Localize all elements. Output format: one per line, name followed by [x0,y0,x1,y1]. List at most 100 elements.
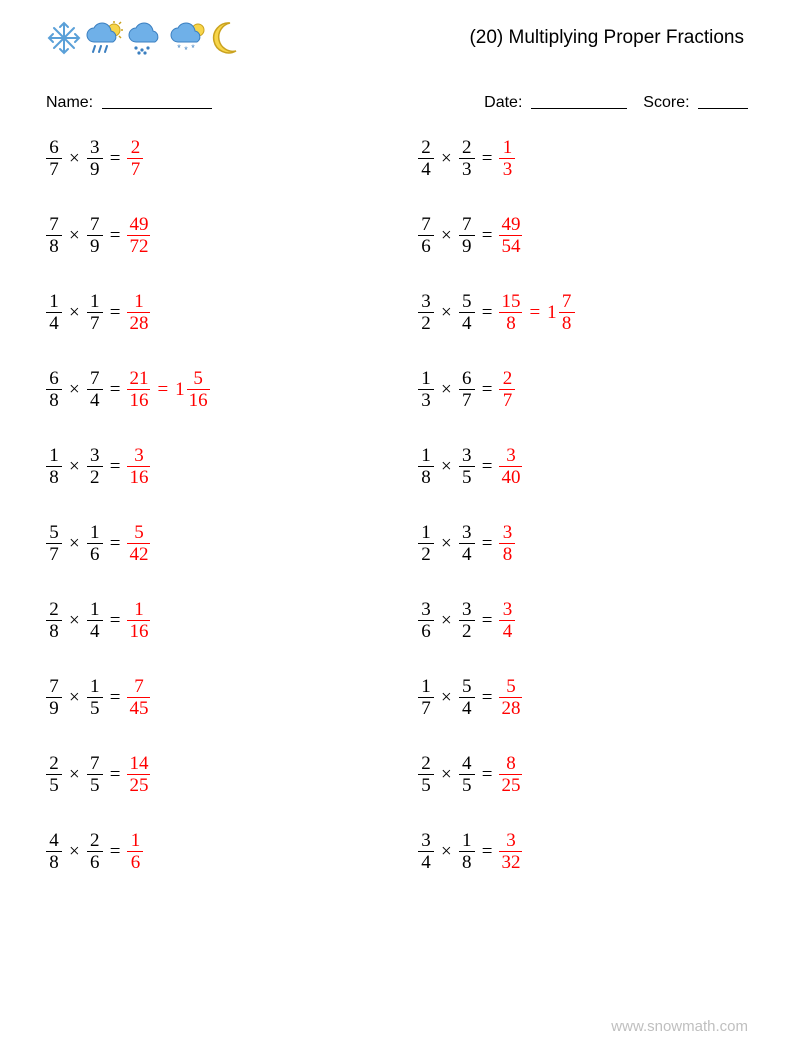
denominator: 4 [499,621,515,642]
numerator: 49 [499,214,522,235]
fraction: 3 2 [87,445,103,488]
equals-op: = [475,457,500,476]
equals-op: = [103,842,128,861]
denominator: 4 [418,852,434,873]
numerator: 5 [190,368,206,389]
numerator: 1 [418,676,434,697]
equals-op: = [150,380,175,399]
fraction: 3 16 [127,445,150,488]
denominator: 2 [87,467,103,488]
answer: 49 72 [127,214,150,257]
fraction: 3 5 [459,445,475,488]
numerator: 3 [499,599,515,620]
equation-row: 6 7 × 3 9 = 2 7 [46,134,418,182]
denominator: 8 [46,236,62,257]
denominator: 9 [87,236,103,257]
numerator: 4 [459,753,475,774]
date-blank[interactable] [531,92,627,109]
denominator: 25 [127,775,150,796]
mixed-number: 1 7 8 [547,291,575,334]
fraction: 3 4 [499,599,515,642]
numerator: 3 [131,445,147,466]
fraction: 7 8 [46,214,62,257]
denominator: 6 [87,852,103,873]
numerator: 1 [46,445,62,466]
answer: 15 8 [499,291,522,334]
name-blank[interactable] [102,92,212,109]
times-op: × [62,611,87,630]
answer: 2 7 [499,368,515,411]
cloud-snow-sun-icon: *** [168,20,208,56]
numerator: 7 [459,214,475,235]
denominator: 16 [127,390,150,411]
equals-op: = [103,688,128,707]
denominator: 7 [499,390,515,411]
denominator: 4 [459,313,475,334]
numerator: 6 [46,137,62,158]
denominator: 8 [499,544,515,565]
fraction: 7 4 [87,368,103,411]
numerator: 7 [87,753,103,774]
equation-row: 3 6 × 3 2 = 3 4 [418,596,748,644]
denominator: 9 [46,698,62,719]
fraction: 3 2 [418,291,434,334]
denominator: 8 [418,467,434,488]
numerator: 6 [459,368,475,389]
answer: 14 25 [127,753,150,796]
equals-op: = [103,765,128,784]
score-blank[interactable] [698,92,748,109]
name-field: Name: [46,90,212,112]
denominator: 7 [127,159,143,180]
times-op: × [62,149,87,168]
denominator: 8 [46,621,62,642]
numerator: 1 [418,368,434,389]
numerator: 8 [503,753,519,774]
equation-row: 5 7 × 1 6 = 5 42 [46,519,418,567]
fraction: 3 4 [459,522,475,565]
denominator: 5 [46,775,62,796]
numerator: 7 [87,214,103,235]
denominator: 7 [46,159,62,180]
denominator: 8 [503,313,519,334]
denominator: 25 [499,775,522,796]
fraction: 2 3 [459,137,475,180]
equation-row: 2 5 × 4 5 = 8 25 [418,750,748,798]
equation-row: 1 8 × 3 2 = 3 16 [46,442,418,490]
fraction: 1 8 [418,445,434,488]
times-op: × [434,380,459,399]
numerator: 7 [131,676,147,697]
equals-op: = [475,534,500,553]
numerator: 3 [503,830,519,851]
footer: www.snowmath.com [611,1018,748,1035]
equals-op: = [103,534,128,553]
svg-text:*: * [177,43,181,53]
fraction: 4 5 [459,753,475,796]
equation-row: 3 2 × 5 4 = 15 8 = 1 7 8 [418,288,748,336]
denominator: 7 [459,390,475,411]
times-op: × [434,457,459,476]
fraction: 7 9 [87,214,103,257]
fraction: 2 5 [46,753,62,796]
denominator: 54 [499,236,522,257]
equals-op: = [475,765,500,784]
denominator: 40 [499,467,522,488]
equals-op: = [475,226,500,245]
denominator: 3 [499,159,515,180]
times-op: × [434,534,459,553]
equation-row: 1 4 × 1 7 = 1 28 [46,288,418,336]
fraction: 1 6 [127,830,143,873]
denominator: 4 [418,159,434,180]
denominator: 5 [418,775,434,796]
page-title: (20) Multiplying Proper Fractions [469,27,748,49]
fraction: 5 42 [127,522,150,565]
denominator: 2 [418,544,434,565]
numerator: 3 [459,445,475,466]
answer: 1 6 [127,830,143,873]
score-label: Score: [643,94,689,111]
answer: 7 45 [127,676,150,719]
times-op: × [62,457,87,476]
numerator: 7 [46,214,62,235]
times-op: × [62,765,87,784]
equation-row: 1 2 × 3 4 = 3 8 [418,519,748,567]
fraction: 15 8 [499,291,522,334]
